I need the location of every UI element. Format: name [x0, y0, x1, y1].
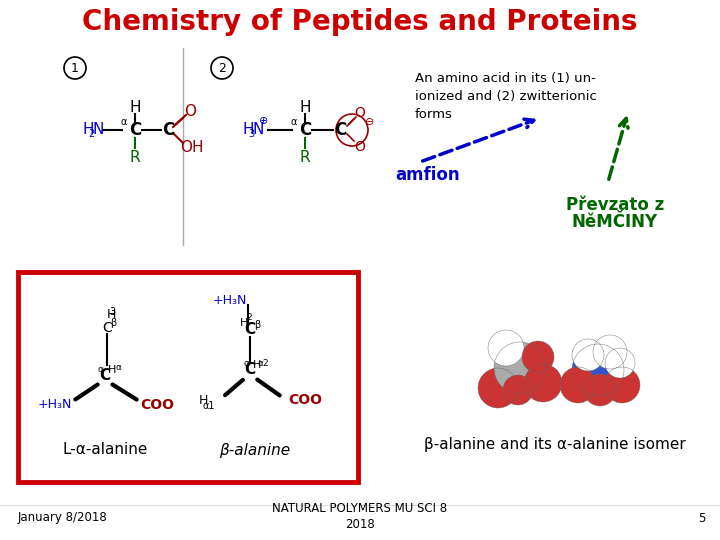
Circle shape	[605, 348, 635, 378]
Text: N: N	[93, 123, 104, 138]
Text: January 8/2018: January 8/2018	[18, 511, 108, 524]
Text: L-α-alanine: L-α-alanine	[63, 442, 148, 457]
Circle shape	[572, 344, 624, 396]
Text: β-alanine and its α-alanine isomer: β-alanine and its α-alanine isomer	[424, 437, 686, 453]
Text: ⊖: ⊖	[365, 117, 374, 127]
Text: H: H	[130, 100, 140, 116]
Text: α: α	[115, 363, 121, 373]
Circle shape	[478, 368, 518, 408]
Text: C: C	[244, 322, 256, 338]
Text: R: R	[300, 151, 310, 165]
Text: C: C	[129, 121, 141, 139]
Text: O: O	[354, 106, 366, 120]
Text: COO: COO	[288, 393, 322, 407]
Text: OH: OH	[180, 140, 204, 156]
Text: 2: 2	[88, 129, 94, 139]
Text: H: H	[107, 308, 117, 321]
Circle shape	[560, 367, 596, 403]
Text: 1: 1	[71, 62, 79, 75]
Text: C: C	[102, 321, 112, 335]
Text: C: C	[244, 362, 256, 377]
Text: COO: COO	[140, 398, 174, 412]
Text: C: C	[334, 121, 346, 139]
Circle shape	[524, 364, 562, 402]
Text: O: O	[354, 140, 366, 154]
Text: 3: 3	[248, 129, 254, 139]
Text: α: α	[243, 360, 249, 368]
Text: Převzato z: Převzato z	[566, 196, 664, 214]
Text: +H₃N: +H₃N	[38, 399, 72, 411]
Text: α: α	[291, 117, 297, 127]
Circle shape	[522, 341, 554, 373]
Text: C: C	[99, 368, 111, 382]
Circle shape	[572, 339, 604, 371]
Text: α: α	[98, 364, 104, 374]
Text: 2: 2	[218, 62, 226, 75]
Text: β: β	[110, 318, 116, 328]
Text: H: H	[242, 123, 253, 138]
Text: α1: α1	[203, 401, 215, 411]
Text: H: H	[240, 318, 248, 328]
Text: +H₃N: +H₃N	[213, 294, 247, 307]
Text: α2: α2	[257, 359, 269, 368]
Text: H: H	[253, 360, 261, 370]
Text: 5: 5	[698, 511, 706, 524]
Text: ⊕: ⊕	[259, 116, 269, 126]
Text: An amino acid in its (1) un-
ionized and (2) zwitterionic
forms: An amino acid in its (1) un- ionized and…	[415, 72, 597, 121]
Circle shape	[494, 342, 546, 394]
Text: β-alanine: β-alanine	[220, 442, 291, 457]
Text: H: H	[198, 394, 207, 407]
Text: 3: 3	[109, 307, 115, 317]
Text: β: β	[254, 320, 260, 330]
Text: H: H	[82, 123, 94, 138]
Text: amfion: amfion	[395, 166, 459, 184]
Text: C: C	[162, 121, 174, 139]
Text: O: O	[184, 105, 196, 119]
Bar	[18, 272, 358, 482]
Text: C: C	[299, 121, 311, 139]
Text: 2: 2	[246, 314, 252, 322]
Text: α: α	[121, 117, 127, 127]
Circle shape	[503, 375, 533, 405]
Text: R: R	[130, 151, 140, 165]
Text: N: N	[253, 123, 264, 138]
Circle shape	[488, 330, 524, 366]
Circle shape	[593, 335, 627, 369]
Text: NěMČINY: NěMČINY	[572, 213, 658, 231]
Text: H: H	[300, 100, 311, 116]
Text: H: H	[108, 365, 116, 375]
Circle shape	[584, 374, 616, 406]
Circle shape	[604, 367, 640, 403]
Text: Chemistry of Peptides and Proteins: Chemistry of Peptides and Proteins	[82, 8, 638, 36]
Text: NATURAL POLYMERS MU SCI 8
2018: NATURAL POLYMERS MU SCI 8 2018	[272, 502, 448, 530]
